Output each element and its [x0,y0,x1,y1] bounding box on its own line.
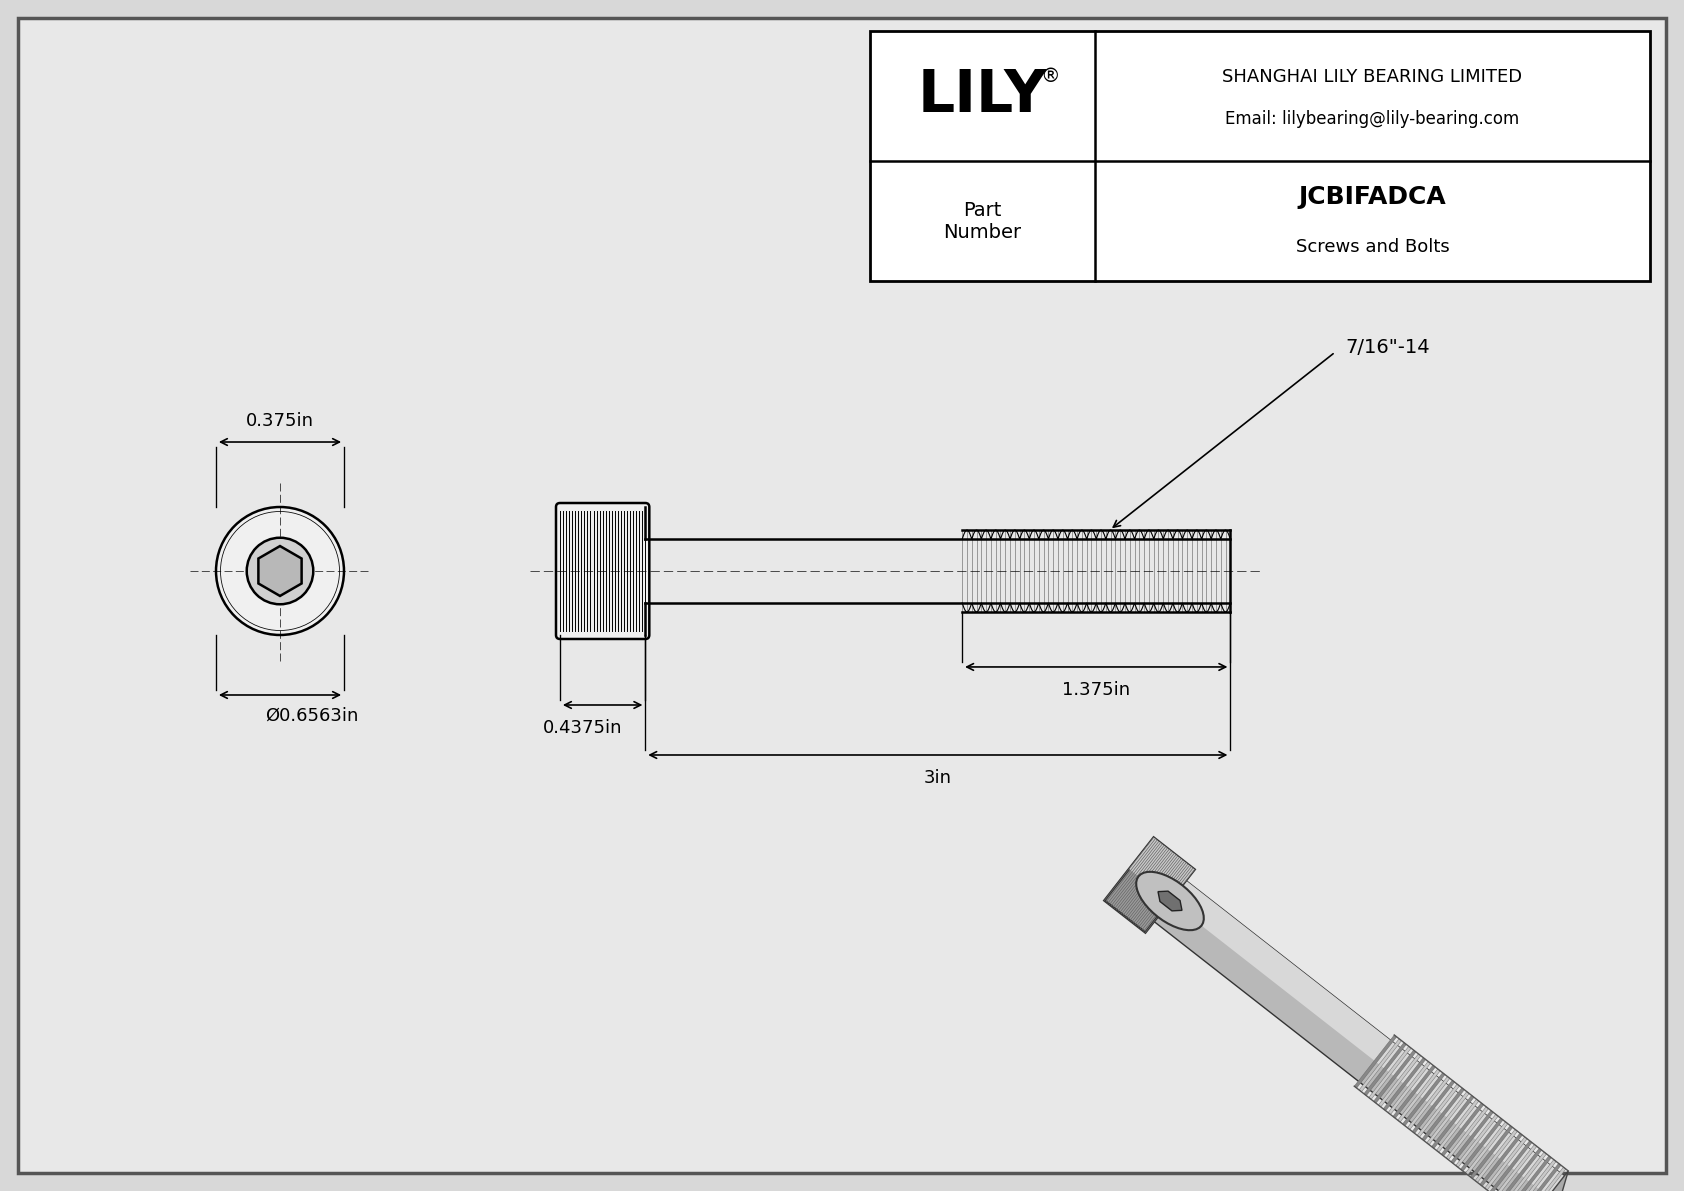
Polygon shape [1490,1141,1532,1191]
Polygon shape [1364,1042,1406,1096]
Polygon shape [1359,1039,1401,1092]
Polygon shape [1393,1065,1435,1118]
Polygon shape [1128,837,1194,902]
Polygon shape [1529,1171,1568,1191]
Polygon shape [1514,1160,1556,1191]
Polygon shape [1509,1155,1551,1191]
Polygon shape [1421,1087,1465,1141]
Polygon shape [1354,1035,1396,1089]
Polygon shape [1447,1106,1489,1160]
Text: SHANGHAI LILY BEARING LIMITED: SHANGHAI LILY BEARING LIMITED [1223,68,1522,86]
Polygon shape [1388,1061,1430,1115]
Text: 3in: 3in [925,769,951,787]
Polygon shape [1485,1137,1527,1190]
Polygon shape [1374,1050,1416,1103]
Polygon shape [1519,1164,1561,1191]
Text: Part
Number: Part Number [943,200,1022,242]
Text: 0.375in: 0.375in [246,412,313,430]
Polygon shape [1413,1080,1455,1134]
Text: JCBIFADCA: JCBIFADCA [1298,185,1447,208]
Polygon shape [1494,1145,1537,1191]
Polygon shape [1465,1122,1507,1176]
Polygon shape [1504,1152,1546,1191]
Polygon shape [1499,1148,1541,1191]
Polygon shape [1105,837,1194,933]
Text: 1.375in: 1.375in [1063,681,1130,699]
Polygon shape [1128,848,1564,1191]
Text: Ø0.6563in: Ø0.6563in [266,707,359,725]
Polygon shape [1379,1054,1421,1106]
Polygon shape [1442,1103,1484,1156]
Polygon shape [258,545,301,596]
Polygon shape [1416,1084,1460,1137]
Polygon shape [1460,1118,1504,1171]
Polygon shape [1470,1125,1512,1179]
Polygon shape [1426,1092,1468,1145]
Polygon shape [1452,1110,1494,1164]
Polygon shape [1475,1129,1517,1183]
Bar [871,31,1650,281]
Polygon shape [1455,1115,1499,1167]
Text: Email: lilybearing@lily-bearing.com: Email: lilybearing@lily-bearing.com [1226,111,1519,129]
Text: Screws and Bolts: Screws and Bolts [1295,238,1450,256]
Polygon shape [1403,1073,1445,1125]
Polygon shape [1408,1077,1450,1129]
Text: 7/16"-14: 7/16"-14 [1346,337,1430,356]
Circle shape [216,507,344,635]
Text: LILY: LILY [918,68,1047,125]
Polygon shape [1431,1096,1474,1148]
Polygon shape [1398,1070,1440,1122]
Polygon shape [1524,1167,1566,1191]
Polygon shape [1159,891,1182,911]
Polygon shape [1113,848,1564,1191]
Polygon shape [1137,872,1204,930]
Polygon shape [1480,1133,1522,1186]
Circle shape [248,537,313,604]
Polygon shape [1436,1099,1479,1152]
FancyBboxPatch shape [556,503,650,640]
Polygon shape [1383,1058,1426,1111]
Text: ®: ® [1041,67,1061,86]
Text: 0.4375in: 0.4375in [542,719,623,737]
Polygon shape [1369,1047,1411,1099]
